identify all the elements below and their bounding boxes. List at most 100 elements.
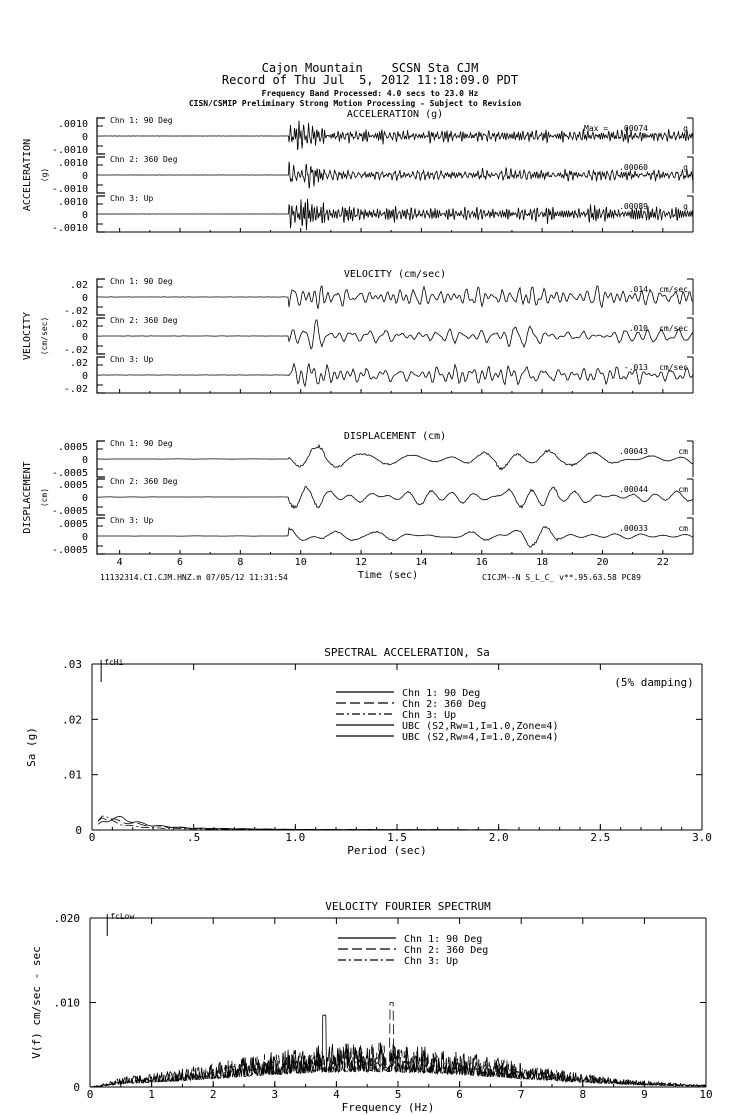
legend-label: Chn 3: Up — [404, 956, 458, 967]
y-tick-label: .03 — [62, 658, 82, 671]
legend-label: Chn 2: 360 Deg — [404, 945, 488, 956]
y-tick-label: 0 — [82, 455, 88, 466]
spectrum-series — [89, 1049, 707, 1088]
seismogram-trace — [97, 285, 694, 309]
y-tick-label: .0010 — [58, 158, 88, 169]
x-tick-label: 2.0 — [489, 831, 509, 844]
peak-value: .00033 — [619, 524, 648, 533]
spectral-acceleration-chart: SPECTRAL ACCELERATION, Sa 0 .5 1.0 1.5 2.0 2.5… — [25, 646, 712, 857]
x-tick-label: 4 — [117, 557, 123, 568]
x-axis-label: Period (sec) — [347, 844, 426, 857]
marker-label: fcHi — [104, 658, 123, 667]
footer-right: CICJM--N S_L_C_ v**.95.63.58 PC89 — [482, 573, 641, 582]
peak-value: .00089 — [619, 202, 648, 211]
channel-label: Chn 1: 90 Deg — [110, 277, 173, 286]
channel-trace: Chn 2: 360 Deg .0010 0 -.0010 .00060 g — [52, 155, 694, 195]
channel-label: Chn 2: 360 Deg — [110, 477, 178, 486]
x-tick-label: 1.0 — [285, 831, 305, 844]
unit-label: (cm) — [40, 488, 49, 507]
channel-label: Chn 3: Up — [110, 355, 154, 364]
x-tick-label: 14 — [415, 557, 427, 568]
y-tick-label: -.02 — [64, 345, 88, 356]
y-tick-label: 0 — [82, 332, 88, 343]
x-tick-label: 18 — [536, 557, 548, 568]
side-label: ACCELERATION — [22, 139, 33, 211]
peak-unit: cm — [678, 524, 688, 533]
x-tick-label: 7 — [518, 1088, 525, 1101]
peak-unit: cm/sec — [659, 285, 688, 294]
channel-label: Chn 2: 360 Deg — [110, 316, 178, 325]
y-tick-label: .0005 — [58, 480, 88, 491]
channel-trace: Chn 2: 360 Deg .02 0 -.02 .010 cm/sec — [64, 316, 694, 356]
y-tick-label: 0 — [82, 171, 88, 182]
peak-unit: g — [683, 163, 688, 172]
disclaimer: CISN/CSMIP Preliminary Strong Motion Pro… — [189, 98, 522, 108]
legend-label: UBC (S2,Rw=1,I=1.0,Zone=4) — [402, 721, 559, 732]
panel-displacement: DISPLACEMENT (cm) DISPLACEMENT (cm) Chn 1: … — [22, 431, 694, 556]
seismogram-trace — [97, 120, 694, 151]
peak-value: -.013 — [624, 363, 648, 372]
record-line: Record of Thu Jul 5, 2012 11:18:09.0 PDT — [222, 73, 518, 87]
x-tick-label: 20 — [596, 557, 608, 568]
x-tick-label: 10 — [295, 557, 307, 568]
fourier-spectrum-chart: VELOCITY FOURIER SPECTRUM 0 1 2 3 4 5 6 7 8 9 10 0 .0… — [30, 900, 713, 1114]
x-tick-label: 16 — [476, 557, 488, 568]
header: Cajon Mountain SCSN Sta CJM Record of Th… — [189, 61, 522, 108]
x-tick-label: 6 — [456, 1088, 463, 1101]
channel-trace: Chn 3: Up .0005 0 -.0005 .00033 cm — [52, 516, 694, 556]
x-axis-label: Time (sec) — [358, 570, 418, 581]
channel-label: Chn 1: 90 Deg — [110, 116, 173, 125]
peak-unit: g — [683, 202, 688, 211]
x-tick-label: 6 — [177, 557, 183, 568]
x-tick-label: 2 — [210, 1088, 217, 1101]
side-label: DISPLACEMENT — [22, 461, 33, 533]
y-tick-label: -.0005 — [52, 545, 88, 556]
y-tick-label: -.02 — [64, 384, 88, 395]
seismogram-trace — [96, 161, 694, 189]
y-tick-label: .01 — [62, 769, 82, 782]
y-tick-label: 0 — [82, 132, 88, 143]
seismogram-trace — [96, 362, 694, 388]
peak-value: .00044 — [619, 485, 648, 494]
x-tick-label: 3.0 — [692, 831, 712, 844]
peak-value: .00074 — [619, 124, 648, 133]
peak-unit: cm/sec — [659, 363, 688, 372]
x-tick-label: 0 — [89, 831, 96, 844]
peak-value: .00060 — [619, 163, 648, 172]
chart-title: VELOCITY FOURIER SPECTRUM — [325, 900, 491, 913]
seismogram-trace — [97, 525, 694, 548]
y-tick-label: .02 — [70, 358, 88, 369]
y-tick-label: 0 — [73, 1081, 80, 1094]
y-tick-label: .02 — [70, 280, 88, 291]
channel-trace: Chn 1: 90 Deg .0005 0 -.0005 .00043 cm — [52, 439, 694, 479]
channel-label: Chn 1: 90 Deg — [110, 439, 173, 448]
channel-trace: Chn 3: Up .0010 0 -.0010 .00089 g — [52, 194, 694, 234]
side-label: VELOCITY — [22, 312, 33, 360]
y-axis-label: V(f) cm/sec - sec — [30, 946, 43, 1059]
time-histories: ACCELERATION (g) ACCELERATION (g) Chn 1: 90… — [22, 109, 694, 582]
y-tick-label: 0 — [82, 493, 88, 504]
x-tick-label: 8 — [237, 557, 243, 568]
footer-left: 11132314.CI.CJM.HNZ.m 07/05/12 11:31:54 — [100, 573, 288, 582]
seismogram-trace — [97, 319, 694, 350]
damping-annotation: (5% damping) — [614, 676, 693, 689]
y-tick-label: .020 — [54, 912, 81, 925]
marker-label: fcLow — [110, 912, 134, 921]
panel-title: DISPLACEMENT (cm) — [344, 431, 446, 442]
channel-trace: Chn 3: Up .02 0 -.02 -.013 cm/sec — [64, 355, 694, 395]
peak-unit: cm — [678, 447, 688, 456]
y-tick-label: .02 — [62, 713, 82, 726]
peak-unit: cm/sec — [659, 324, 688, 333]
x-tick-label: 8 — [579, 1088, 586, 1101]
legend-label: Chn 3: Up — [402, 710, 456, 721]
x-tick-label: 5 — [395, 1088, 402, 1101]
peak-value: .00043 — [619, 447, 648, 456]
y-tick-label: .0005 — [58, 519, 88, 530]
seismogram-trace — [97, 198, 694, 231]
y-tick-label: 0 — [82, 532, 88, 543]
band-line: Frequency Band Processed: 4.0 secs to 23… — [262, 89, 479, 98]
y-tick-label: -.0010 — [52, 223, 88, 234]
y-tick-label: 0 — [82, 371, 88, 382]
y-tick-label: 0 — [75, 824, 82, 837]
